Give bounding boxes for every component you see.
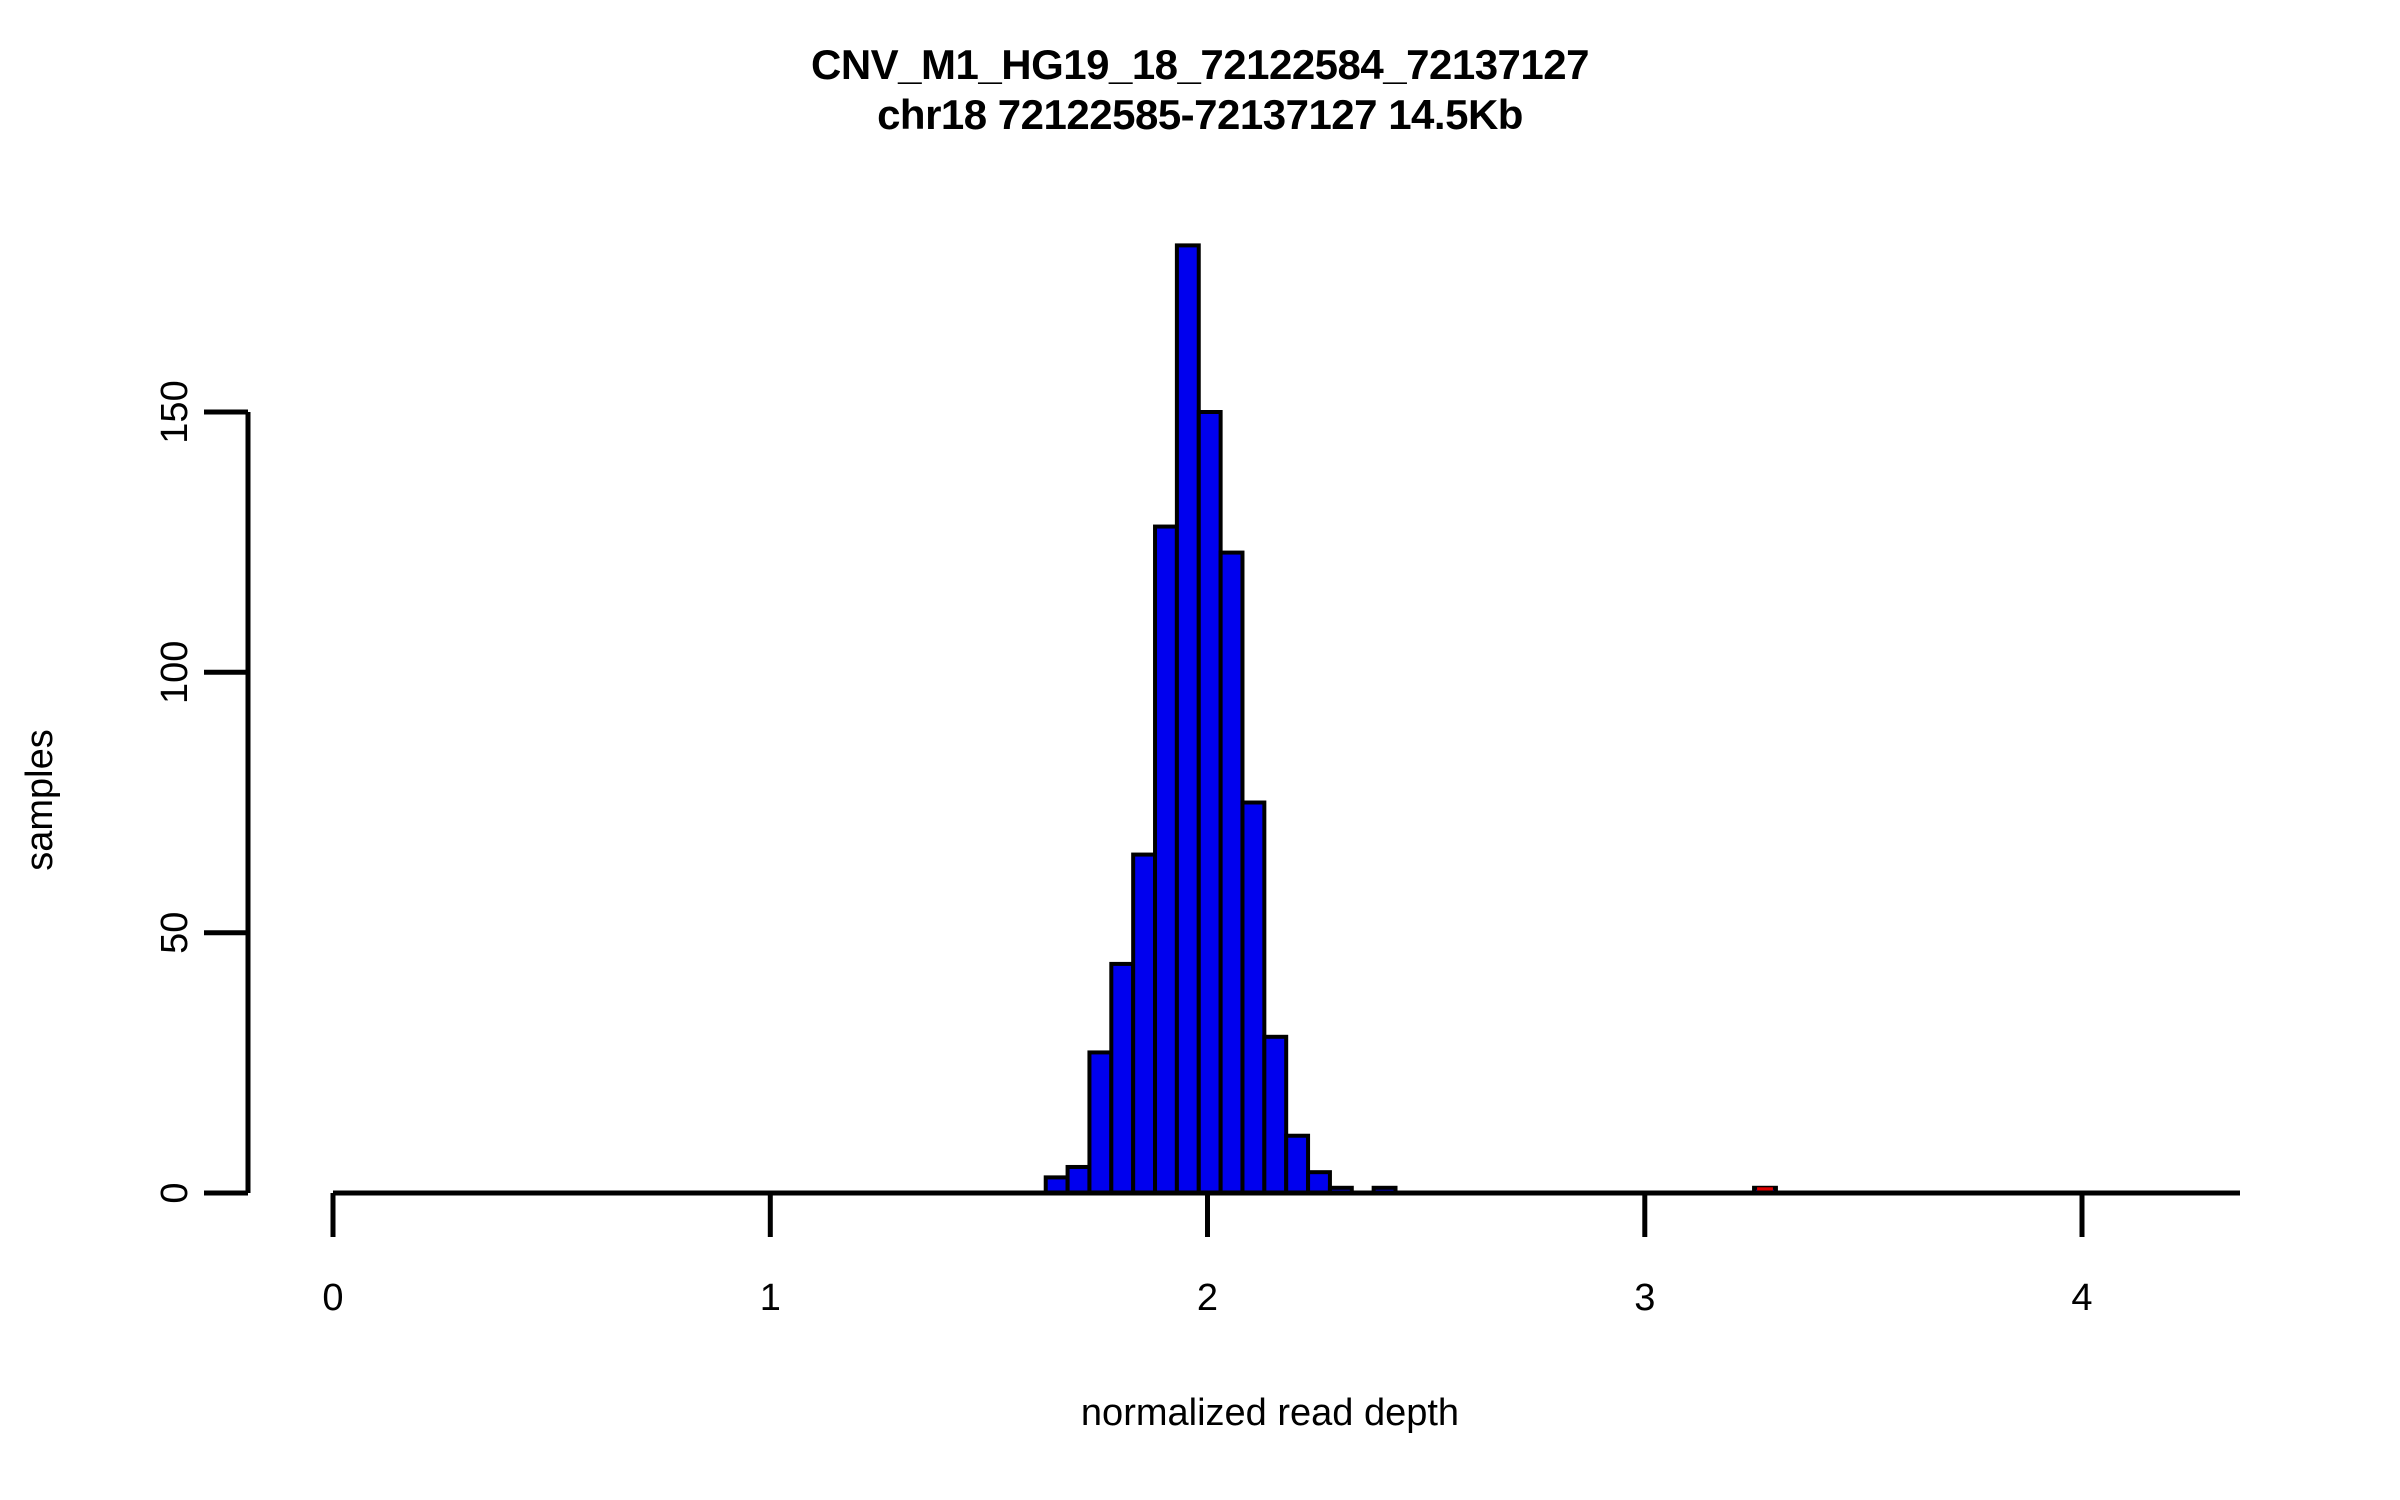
x-axis-ticks [330,1193,2085,1237]
y-axis-label: samples [19,729,61,871]
plot-title-line-1: CNV_M1_HG19_18_72122584_72137127 [811,41,1589,88]
histogram-bar [1087,1050,1114,1196]
x-axis-tick-label: 3 [1634,1277,1655,1319]
x-axis-tick-label: 2 [1197,1277,1218,1319]
y-axis-tick-label: 150 [154,380,196,443]
y-axis-tick-labels: 0 50 100 150 [154,380,196,1203]
y-axis-tick-label: 0 [154,1182,196,1203]
y-axis-tick-label: 50 [154,912,196,954]
histogram-bar [1262,1034,1289,1196]
x-axis-label: normalized read depth [1081,1392,1459,1434]
histogram-bar [1131,852,1158,1195]
histogram-bar [1284,1133,1311,1195]
histogram-bar [1174,243,1201,1195]
histogram-bar [1065,1164,1092,1195]
y-axis-tick-label: 100 [154,641,196,704]
plot-title: CNV_M1_HG19_18_72122584_72137127 chr18 7… [0,40,2400,139]
y-axis-ticks [204,409,248,1196]
histogram-bars [1043,243,1778,1196]
histogram-bar [1153,524,1179,1195]
x-axis-tick-labels: 0 1 2 3 4 [322,1277,2092,1319]
histogram-bar [1218,550,1245,1195]
histogram-bar [1109,961,1136,1195]
histogram-bar [1306,1170,1332,1196]
histogram-bar [1240,800,1267,1195]
histogram-bar [1196,410,1223,1195]
x-axis-tick-label: 0 [322,1277,343,1319]
x-axis-tick-label: 1 [760,1277,781,1319]
plot-title-line-2: chr18 72122585-72137127 14.5Kb [877,90,1523,138]
x-axis-tick-label: 4 [2071,1277,2092,1319]
